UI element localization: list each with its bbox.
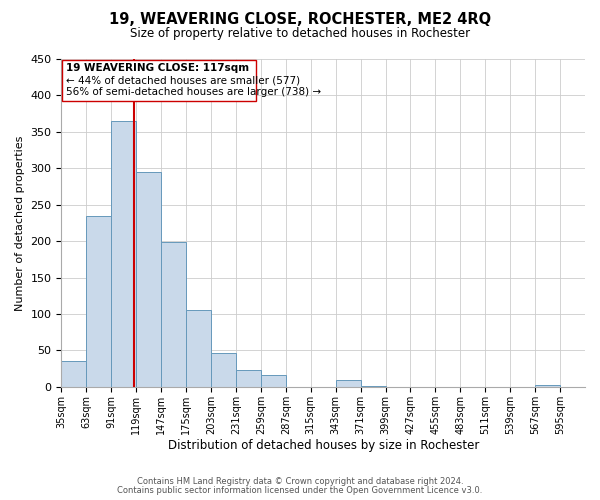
Text: 19 WEAVERING CLOSE: 117sqm: 19 WEAVERING CLOSE: 117sqm	[66, 64, 249, 74]
Bar	[61, 362, 86, 387]
Text: Contains public sector information licensed under the Open Government Licence v3: Contains public sector information licen…	[118, 486, 482, 495]
Bar	[62, 60, 256, 102]
Bar	[261, 376, 286, 387]
Bar	[111, 121, 136, 387]
Text: ← 44% of detached houses are smaller (577): ← 44% of detached houses are smaller (57…	[66, 75, 300, 85]
Bar	[361, 386, 386, 387]
Bar	[335, 380, 361, 387]
Bar	[186, 310, 211, 387]
X-axis label: Distribution of detached houses by size in Rochester: Distribution of detached houses by size …	[167, 440, 479, 452]
Bar	[136, 172, 161, 387]
Text: 19, WEAVERING CLOSE, ROCHESTER, ME2 4RQ: 19, WEAVERING CLOSE, ROCHESTER, ME2 4RQ	[109, 12, 491, 28]
Bar	[211, 354, 236, 387]
Bar	[535, 386, 560, 387]
Text: Contains HM Land Registry data © Crown copyright and database right 2024.: Contains HM Land Registry data © Crown c…	[137, 477, 463, 486]
Bar	[86, 216, 111, 387]
Text: Size of property relative to detached houses in Rochester: Size of property relative to detached ho…	[130, 28, 470, 40]
Bar	[236, 370, 261, 387]
Y-axis label: Number of detached properties: Number of detached properties	[15, 136, 25, 310]
Text: 56% of semi-detached houses are larger (738) →: 56% of semi-detached houses are larger (…	[66, 86, 321, 97]
Bar	[161, 242, 186, 387]
